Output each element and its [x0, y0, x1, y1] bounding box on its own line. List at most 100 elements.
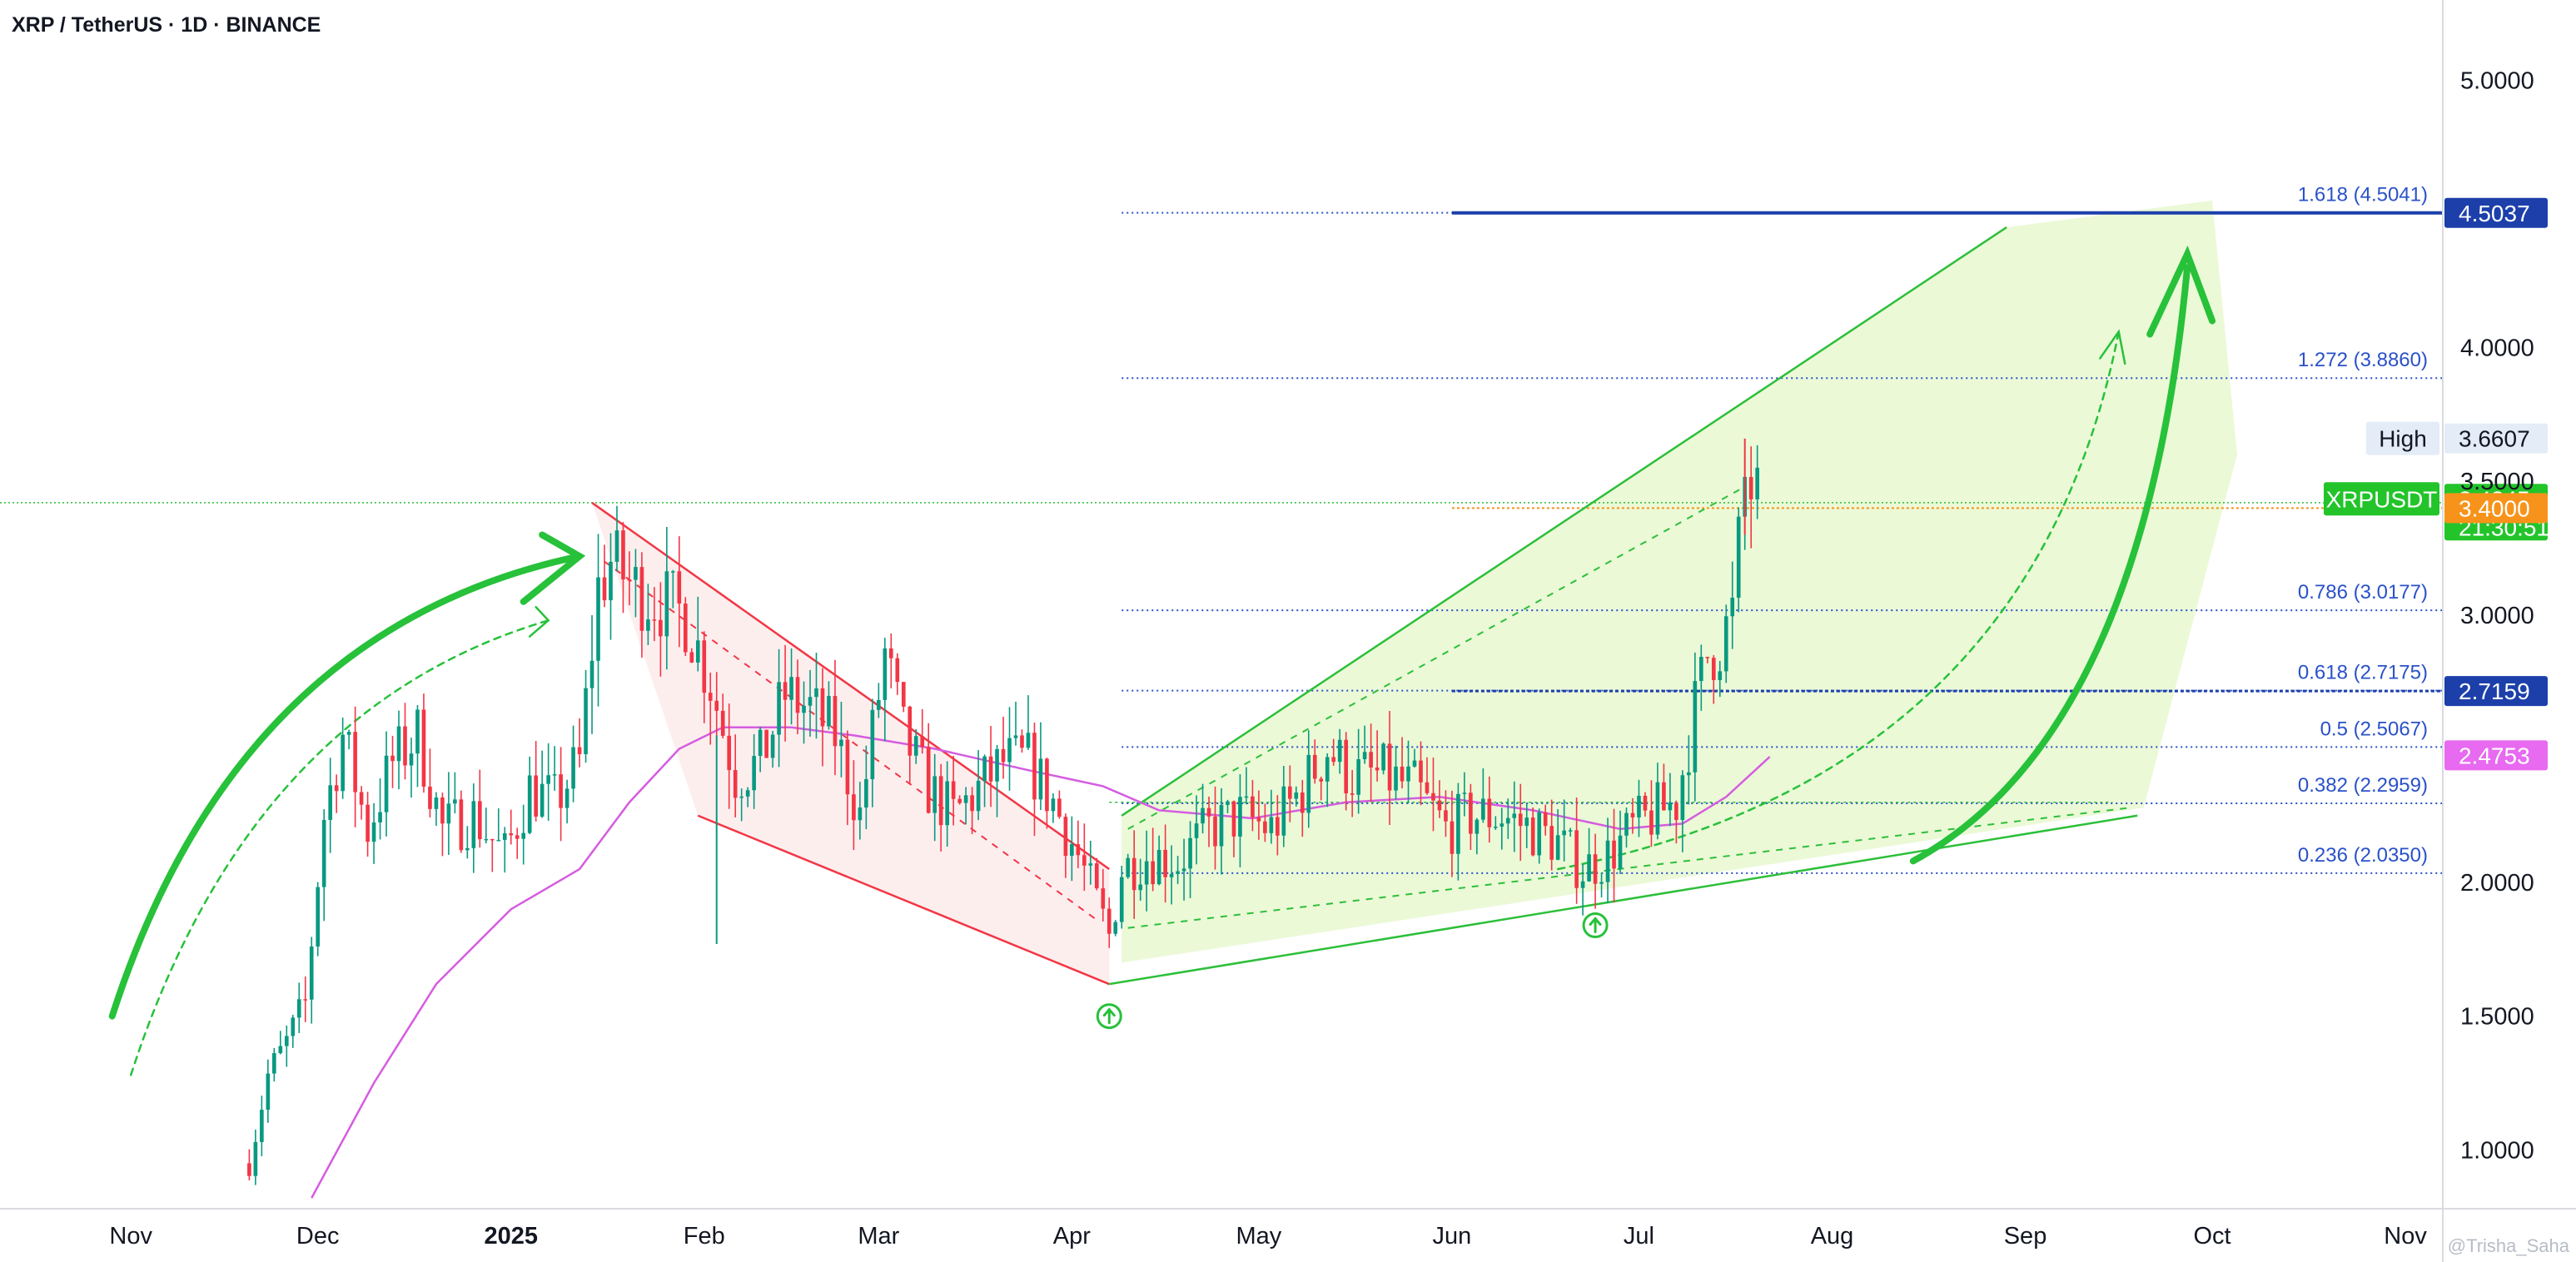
right-dashed-arrow	[1556, 330, 2121, 871]
candle-body	[1057, 798, 1062, 817]
price-tick-label: 4.0000	[2460, 335, 2534, 362]
candle-body	[1194, 823, 1199, 838]
candle-body	[702, 640, 707, 693]
fib-level-label: 0.786 (3.0177)	[2298, 581, 2428, 604]
price-tag-value: 2.7159	[2459, 678, 2530, 704]
candle-body	[634, 567, 638, 580]
arrow-up-icon	[1589, 917, 1602, 933]
price-tag	[2444, 493, 2548, 524]
candle-body	[496, 839, 501, 842]
candle-body	[727, 735, 732, 771]
candle-body	[1344, 739, 1349, 794]
candle-body	[490, 838, 495, 841]
candle-body	[970, 795, 974, 812]
candle-body	[1649, 810, 1654, 835]
candle-body	[1337, 739, 1342, 763]
candle-body	[752, 756, 756, 791]
candle-body	[1045, 758, 1049, 812]
candle-body	[1481, 798, 1485, 820]
fib-level-label: 0.618 (2.7175)	[2298, 662, 2428, 684]
candle-body	[534, 775, 539, 817]
candle-body	[564, 788, 569, 808]
price-tag	[2444, 423, 2548, 454]
candle-body	[1312, 754, 1317, 779]
candle-body	[908, 706, 913, 756]
wedge-upper-line	[591, 501, 1110, 871]
fib-level-label: 1.272 (3.8860)	[2298, 349, 2428, 371]
candle-body	[883, 648, 888, 700]
candle-body	[677, 571, 682, 604]
candle-body	[1294, 792, 1299, 799]
candle-body	[1238, 797, 1242, 837]
candle-body	[913, 736, 918, 756]
candle-body	[988, 756, 993, 782]
time-tick-label: Sep	[2004, 1223, 2047, 1250]
candle-body	[920, 736, 925, 748]
candle-body	[1356, 759, 1360, 795]
candle-body	[1163, 849, 1167, 877]
candle-body	[1051, 798, 1056, 812]
candle-body	[390, 755, 395, 762]
candle-body	[814, 688, 818, 698]
falling-wedge-area	[592, 502, 1110, 985]
time-tick-label: Dec	[296, 1223, 340, 1250]
wedge-lower-line	[697, 814, 1110, 986]
candle-body	[577, 747, 582, 754]
candle-body	[1530, 817, 1535, 856]
candle-body	[328, 785, 333, 820]
price-tag	[2444, 740, 2548, 771]
candle-body	[596, 577, 600, 661]
candle-body	[1281, 786, 1286, 836]
candle-body	[1568, 830, 1573, 832]
candle-body	[253, 1141, 258, 1176]
candle-body	[465, 847, 470, 851]
candle-body	[1574, 830, 1579, 888]
candle-body	[1662, 782, 1666, 811]
candle-body	[764, 729, 768, 758]
candle-body	[1226, 801, 1230, 805]
candle-body	[839, 739, 843, 747]
price-tick-label: 5.0000	[2460, 67, 2534, 94]
candle-body	[1013, 735, 1018, 738]
candle-body	[1394, 766, 1398, 791]
time-tick-label: Jul	[1624, 1223, 1654, 1250]
time-tick-label: Feb	[684, 1223, 725, 1250]
candle-body	[446, 803, 451, 824]
candle-body	[795, 677, 800, 713]
candle-body	[1400, 766, 1405, 782]
candle-body	[1730, 598, 1735, 617]
candlestick-series	[247, 438, 1771, 1199]
candle-body	[1094, 863, 1099, 889]
candle-body	[1331, 757, 1336, 763]
candle-body	[1350, 793, 1355, 795]
candle-body	[359, 792, 364, 805]
candle-body	[1469, 792, 1473, 834]
candle-body	[1263, 821, 1267, 833]
candle-body	[1156, 849, 1161, 885]
candle-body	[1276, 817, 1280, 836]
candle-body	[1699, 657, 1703, 682]
candle-body	[415, 709, 420, 754]
candle-body	[820, 688, 825, 727]
candle-body	[1001, 748, 1006, 763]
candle-body	[1119, 877, 1124, 922]
candle-body	[521, 832, 526, 839]
candle-body	[1450, 821, 1455, 854]
price-tag-prefix: High	[2379, 426, 2427, 452]
candle-body	[895, 658, 900, 683]
candle-body	[1325, 757, 1330, 782]
candle-body	[1113, 922, 1118, 934]
candle-body	[858, 807, 863, 821]
candle-body	[1251, 796, 1255, 817]
candle-body	[770, 734, 775, 758]
price-tag-value: 3.6607	[2459, 426, 2530, 452]
candle-body	[440, 797, 445, 824]
candle-body	[1082, 855, 1087, 866]
candle-body	[1674, 802, 1678, 821]
candle-body	[1655, 782, 1660, 835]
price-tag-value: 2.4753	[2459, 743, 2530, 768]
candle-body	[864, 778, 868, 808]
candle-body	[609, 561, 613, 601]
candle-body	[1106, 908, 1111, 934]
